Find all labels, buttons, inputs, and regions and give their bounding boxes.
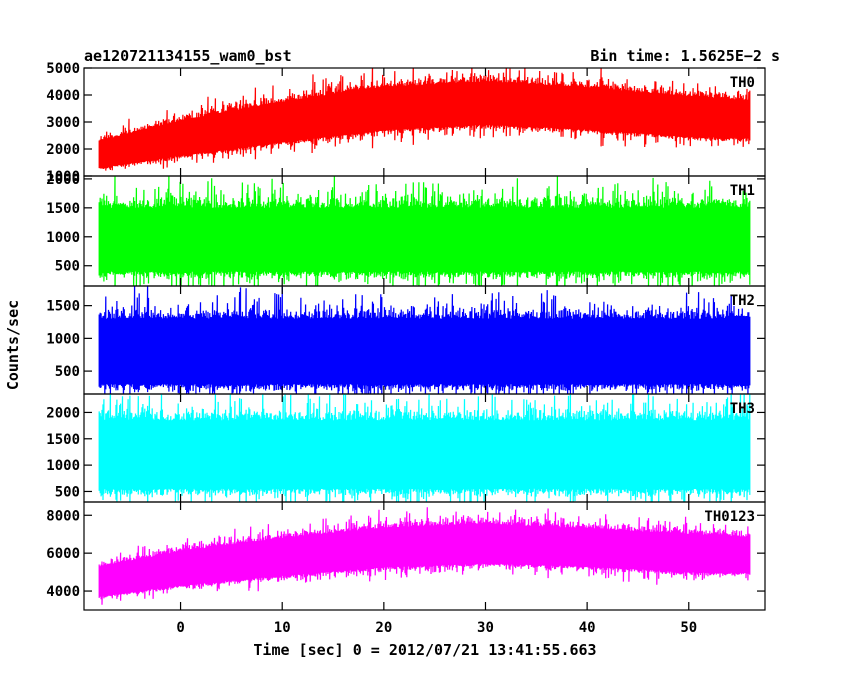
series-line-th0	[98, 68, 751, 171]
panel-label: TH3	[730, 401, 755, 417]
panel-label: TH0123	[704, 509, 755, 525]
y-tick-label: 1500	[46, 201, 80, 217]
panel-frame	[83, 501, 766, 611]
y-tick-label: 1000	[46, 169, 80, 185]
x-tick-label: 10	[274, 620, 291, 636]
panel-th3: 500 1000 1500 2000 TH3	[46, 393, 766, 503]
y-tick-label: 1000	[46, 230, 80, 246]
bin-time-label: Bin time: 1.5625E−2 s	[590, 47, 780, 65]
y-tick-label: 1500	[46, 432, 80, 448]
x-tick-label: 40	[579, 620, 596, 636]
y-axis-label: Counts/sec	[4, 300, 22, 390]
series-line-th2	[98, 286, 751, 394]
y-tick-label: 500	[55, 484, 80, 500]
panel-label: TH1	[730, 183, 755, 199]
y-tick-label: 4000	[46, 88, 80, 104]
y-tick-label: 6000	[46, 546, 80, 562]
panel-label: TH2	[730, 293, 755, 309]
y-tick-label: 8000	[46, 508, 80, 524]
y-tick-label: 2000	[46, 172, 80, 188]
y-tick-label: 1000	[46, 458, 80, 474]
series-line-th1	[98, 176, 751, 286]
x-axis-label: Time [sec] 0 = 2012/07/21 13:41:55.663	[253, 641, 596, 659]
x-tick-label: 20	[375, 620, 392, 636]
y-tick-label: 4000	[46, 584, 80, 600]
y-tick-label: 2000	[46, 405, 80, 421]
x-tick-label: 50	[680, 620, 697, 636]
panel-th0123: 4000 6000 8000 TH0123	[46, 501, 766, 611]
y-tick-label: 1500	[46, 299, 80, 315]
y-tick-label: 500	[55, 259, 80, 275]
series-line-th0123	[98, 507, 751, 605]
panel-th1: 500 1000 1500 2000 TH1	[46, 172, 766, 287]
y-tick-label: 5000	[46, 61, 80, 77]
x-tick-label: 0	[176, 620, 184, 636]
x-axis: 0 10 20 30 40 50	[176, 620, 697, 636]
series-line-th3	[98, 394, 751, 502]
y-tick-label: 3000	[46, 115, 80, 131]
panel-th2: 500 1000 1500 TH2	[46, 285, 766, 395]
chart-title: ae120721134155_wam0_bst	[84, 47, 292, 65]
y-tick-label: 2000	[46, 142, 80, 158]
panels: 10002000300040005000TH0500100015002000TH…	[46, 61, 766, 611]
y-tick-label: 500	[55, 364, 80, 380]
x-tick-label: 30	[477, 620, 494, 636]
y-tick-label: 1000	[46, 331, 80, 347]
panel-label: TH0	[730, 75, 755, 91]
